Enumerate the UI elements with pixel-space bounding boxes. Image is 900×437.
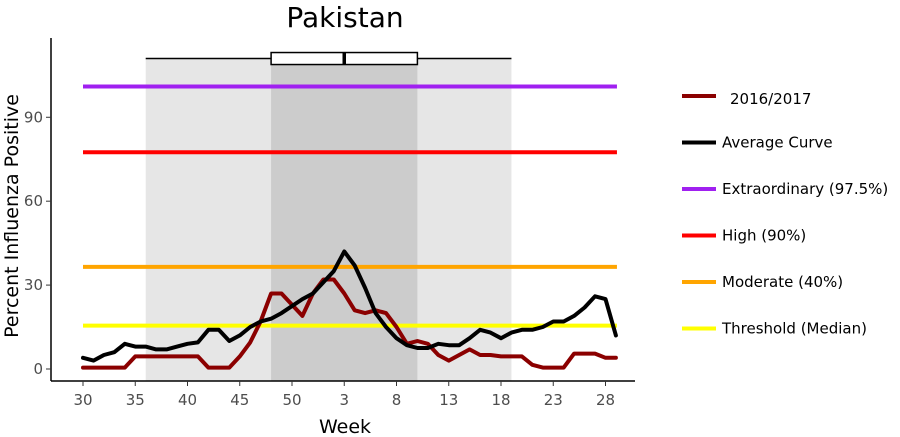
axes-layer	[50, 38, 635, 382]
x-tick-label: 13	[439, 391, 458, 409]
series-lines-layer	[81, 249, 618, 370]
chart-title: Pakistan	[286, 1, 403, 34]
legend-label-5: Threshold (Median)	[721, 320, 867, 338]
x-tick-label: 50	[282, 391, 301, 409]
y-tick-label: 90	[24, 108, 43, 126]
y-tick-label: 30	[24, 276, 43, 294]
series-line-0	[81, 277, 618, 370]
boxplot-layer	[145, 51, 512, 66]
x-tick-label: 35	[126, 391, 145, 409]
x-axis-title: Week	[319, 416, 371, 437]
legend: 2016/2017 Average Curve Extraordinary (97.…	[682, 90, 888, 338]
season-inner-band	[271, 58, 418, 381]
ticks-layer: 30 35 40 45 50 3 8 13 18 23 28 0 30 60 90	[24, 108, 615, 409]
legend-label-0: 2016/2017	[730, 90, 811, 108]
season-shading-layer	[145, 58, 512, 381]
x-tick-label: 40	[178, 391, 197, 409]
threshold-lines-layer	[83, 84, 617, 328]
series-line-1	[81, 249, 618, 363]
x-tick-label: 8	[392, 391, 402, 409]
x-tick-label: 23	[544, 391, 563, 409]
x-tick-label: 30	[73, 391, 92, 409]
x-tick-label: 28	[596, 391, 615, 409]
legend-label-2: Extraordinary (97.5%)	[722, 180, 888, 198]
y-axis-title: Percent Influenza Positive	[1, 94, 23, 338]
x-tick-label: 45	[230, 391, 249, 409]
x-tick-label: 18	[491, 391, 510, 409]
legend-label-4: Moderate (40%)	[722, 273, 843, 291]
legend-label-1: Average Curve	[722, 134, 833, 152]
x-tick-label: 3	[339, 391, 349, 409]
y-tick-label: 0	[33, 360, 43, 378]
y-tick-label: 60	[24, 192, 43, 210]
legend-label-3: High (90%)	[722, 227, 806, 245]
